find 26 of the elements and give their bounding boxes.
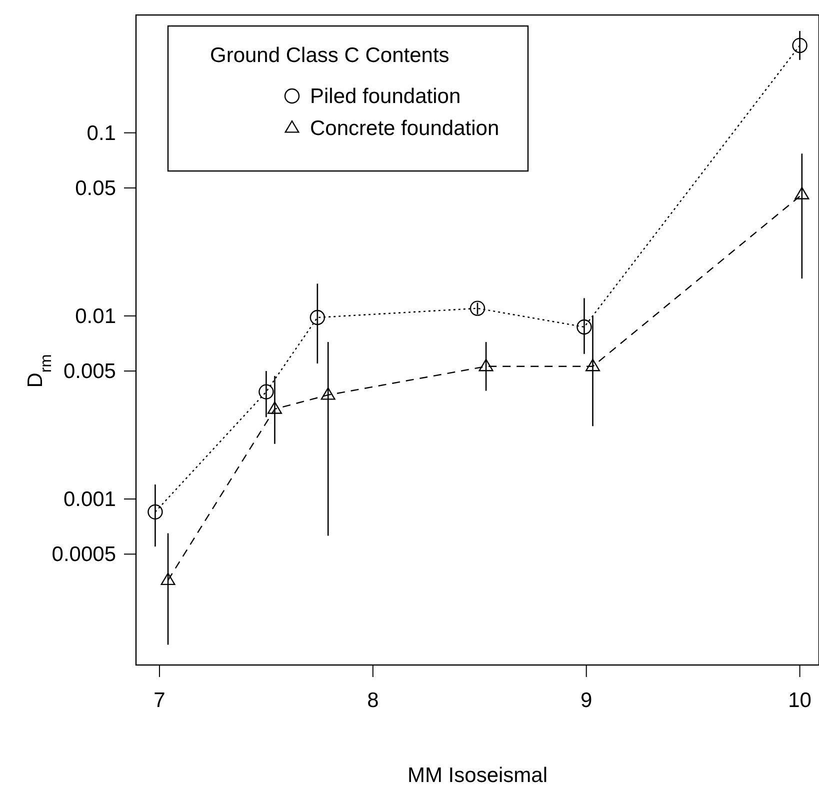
y-tick-label: 0.05 <box>75 176 116 200</box>
legend-label: Concrete foundation <box>310 117 500 140</box>
point <box>794 186 810 200</box>
point <box>576 319 592 335</box>
y-tick-label: 0.001 <box>63 488 116 512</box>
point <box>310 310 326 326</box>
y-tick-label: 0.005 <box>63 360 116 384</box>
point <box>792 38 808 54</box>
x-axis-title: MM Isoseismal <box>407 764 548 787</box>
point <box>586 358 600 372</box>
point <box>267 401 282 414</box>
x-tick-label: 9 <box>580 689 592 712</box>
legend-title: Ground Class C Contents <box>210 44 450 67</box>
legend-label: Piled foundation <box>310 85 461 108</box>
point <box>470 300 486 316</box>
y-tick-label: 0.1 <box>86 122 116 145</box>
x-tick-label: 8 <box>367 689 379 712</box>
x-tick-label: 7 <box>154 689 166 712</box>
point <box>160 572 176 586</box>
point <box>148 504 163 520</box>
point <box>258 384 274 400</box>
y-tick-label: 0.0005 <box>52 543 116 566</box>
y-tick-label: 0.01 <box>75 304 116 328</box>
x-tick-label: 10 <box>788 689 812 712</box>
point <box>478 358 494 372</box>
point <box>320 387 336 400</box>
